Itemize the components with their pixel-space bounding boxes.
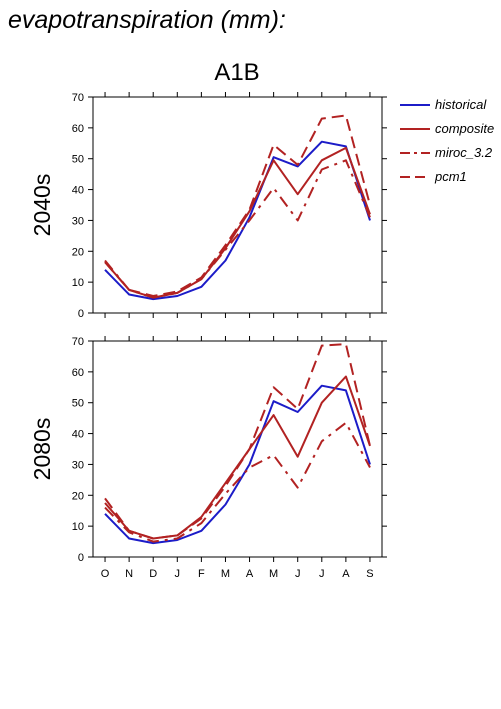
y-tick-label: 70 [72,92,84,104]
legend-label: pcm1 [434,169,467,184]
chart-title: A1B [214,59,259,86]
series-line-miroc-3-2 [104,159,371,299]
series-line-composite [104,375,371,540]
y-tick-label: 40 [72,429,84,441]
series-line-miroc-3-2 [104,421,371,543]
y-tick-label: 60 [72,123,84,135]
plot-frame [92,96,383,314]
y-tick-label: 40 [72,185,84,197]
y-tick-label: 0 [78,552,84,564]
y-tick-label: 20 [72,490,84,502]
y-tick-label: 30 [72,215,84,227]
legend-label: composite [435,121,494,136]
x-tick-label: D [149,568,157,580]
series-line-pcm1 [104,114,371,297]
series-line-composite [104,146,371,299]
y-tick-label: 0 [78,308,84,320]
panel-label: 2040s [29,174,55,237]
x-tick-label: J [319,568,325,580]
y-tick-label: 70 [72,336,84,348]
legend-label: historical [435,97,487,112]
series-line-pcm1 [104,343,371,540]
panel-label: 2080s [29,418,55,481]
x-tick-label: N [125,568,133,580]
legend-label: miroc_3.2 [435,145,493,160]
y-tick-label: 10 [72,521,84,533]
x-tick-label: J [295,568,301,580]
y-tick-label: 60 [72,367,84,379]
panel-2080s: 0 10 20 30 40 50 60 70 O N D J F M A M J J A S 2080s [29,336,387,580]
y-tick-label: 50 [72,398,84,410]
panel-2040s: 0 10 20 30 40 50 60 70 2040s [29,92,387,320]
page-title: evapotranspiration (mm): [8,6,286,34]
x-tick-label: S [366,568,373,580]
x-tick-label: A [342,568,350,580]
plot-frame [92,340,383,558]
x-tick-label: A [246,568,254,580]
x-tick-label: M [269,568,278,580]
x-tick-label: F [198,568,205,580]
series-line-historical [104,140,371,301]
x-tick-label: O [101,568,110,580]
y-tick-label: 30 [72,459,84,471]
series-line-historical [104,384,371,545]
y-tick-label: 10 [72,277,84,289]
x-tick-label: M [221,568,230,580]
y-tick-label: 50 [72,154,84,166]
legend: historical composite miroc_3.2 pcm1 [400,97,494,184]
y-tick-label: 20 [72,246,84,258]
x-tick-label: J [175,568,181,580]
